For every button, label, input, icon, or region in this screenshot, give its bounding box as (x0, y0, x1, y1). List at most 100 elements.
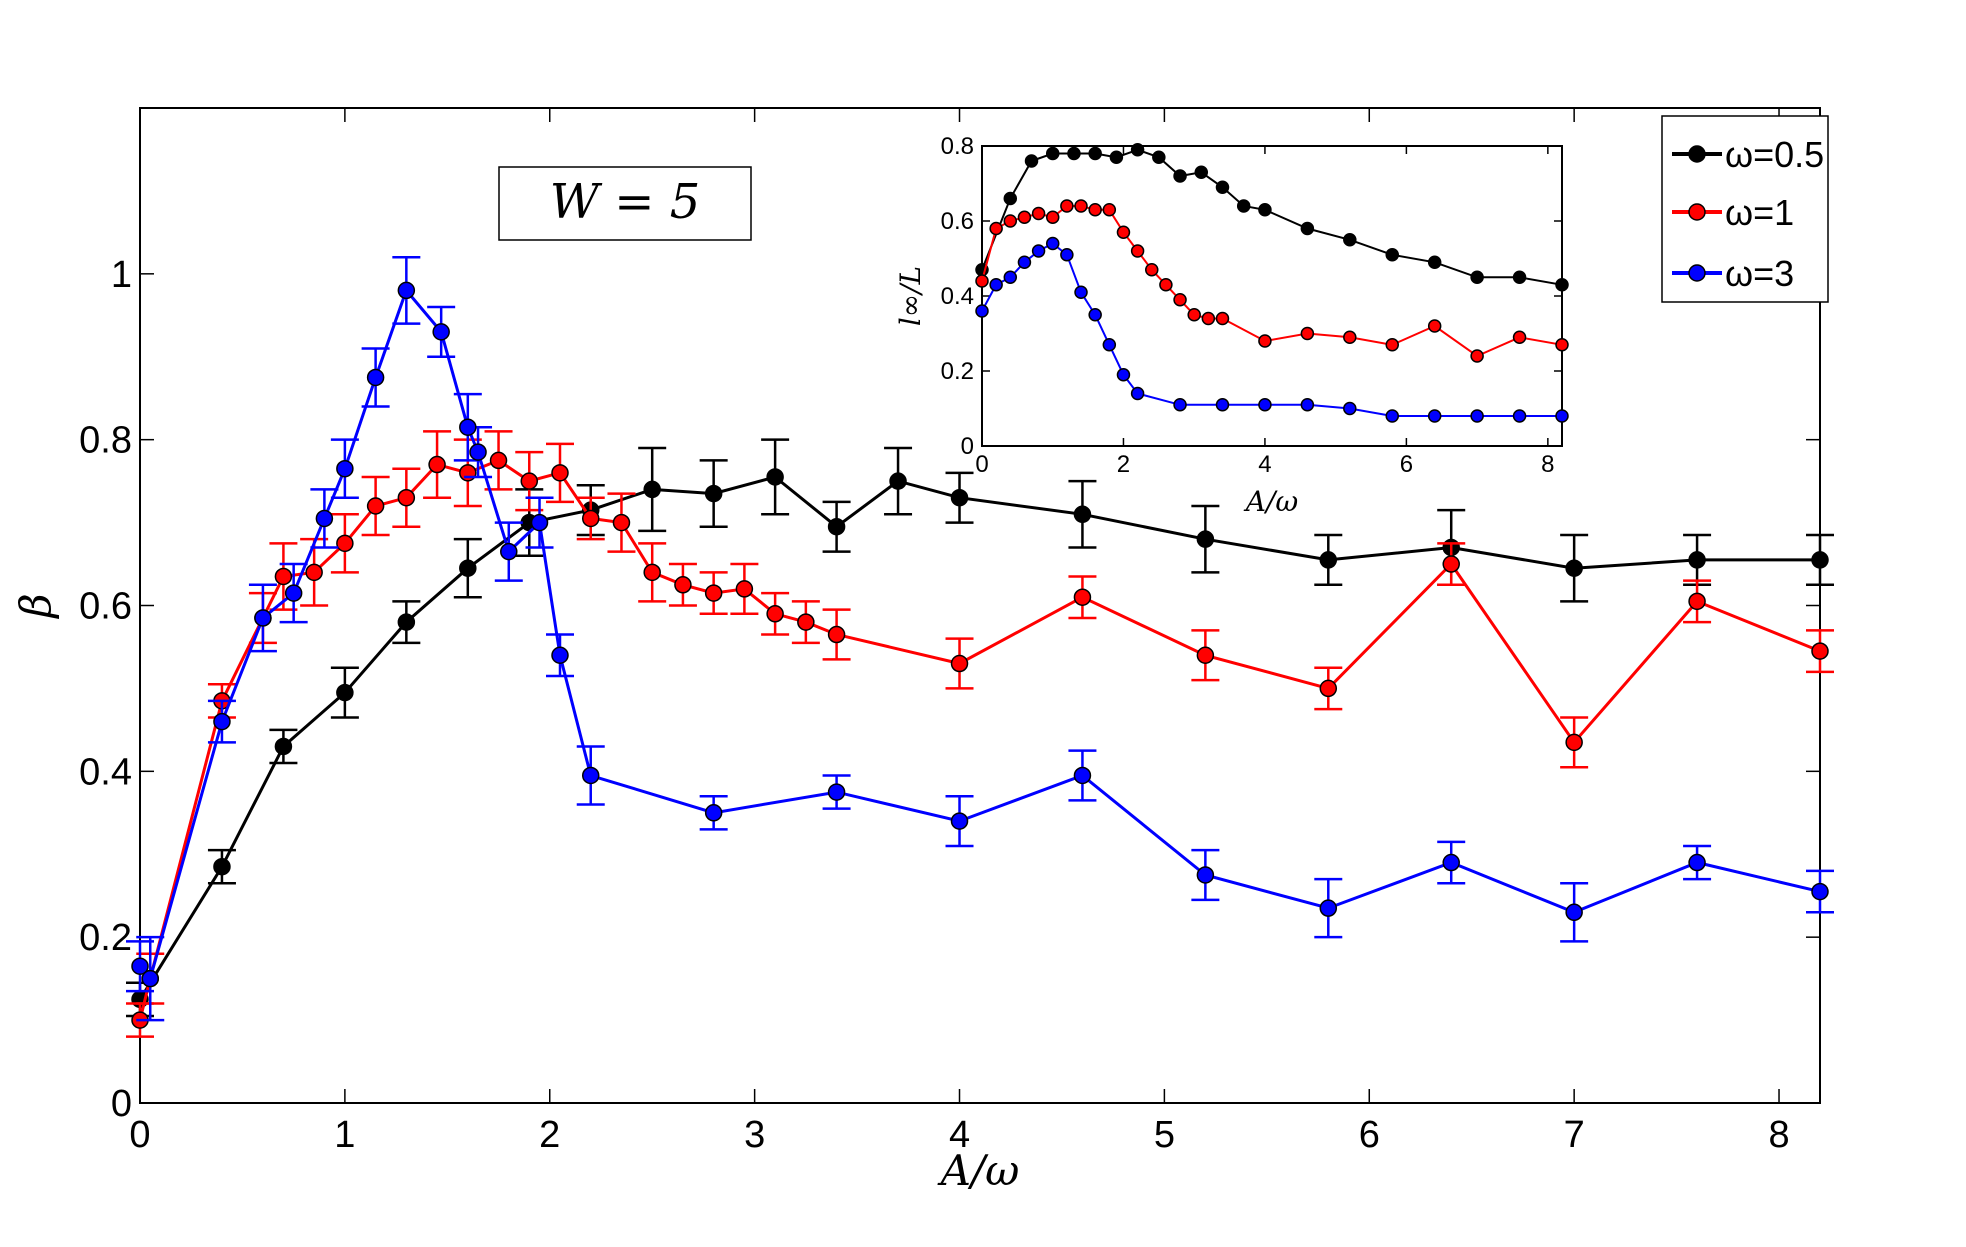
annotation-text: W = 5 (550, 174, 701, 230)
main-data-point (551, 646, 569, 664)
main-data-point (643, 480, 661, 499)
inset-data-point (1512, 409, 1527, 423)
main-x-tick-label: 0 (129, 1114, 150, 1156)
legend-marker-black (1688, 145, 1706, 163)
inset-data-point (1060, 199, 1074, 213)
legend-item-omega-0.5: ω=0.5 (1672, 134, 1824, 175)
main-x-axis-label: A/ω (937, 1146, 1020, 1195)
inset-data-point (1215, 398, 1230, 412)
legend-label-omega-3: ω=3 (1725, 253, 1794, 294)
inset-data-point (1173, 293, 1187, 307)
main-data-point (131, 957, 149, 975)
main-data-point (1319, 679, 1338, 698)
main-data-point (950, 812, 969, 830)
legend-label-omega-1: ω=1 (1725, 192, 1794, 233)
inset-data-point (1427, 319, 1442, 333)
inset-data-point (989, 221, 1003, 236)
main-data-point (336, 459, 354, 478)
inset-y-tick-label: 0.4 (941, 283, 974, 310)
main-series-line (138, 287, 1821, 982)
main-data-point (315, 509, 334, 528)
main-data-point (1073, 505, 1092, 524)
inset-data-point (1512, 270, 1527, 284)
main-data-point (459, 418, 477, 436)
inset-data-point (1201, 311, 1216, 326)
inset-data-point (1024, 154, 1039, 168)
legend-label-omega-0.5: ω=0.5 (1725, 134, 1824, 175)
main-data-point (1688, 592, 1706, 611)
main-data-point (500, 542, 518, 561)
inset-data-point (1470, 349, 1484, 363)
inset-data-point (1385, 248, 1399, 262)
inset-x-axis-label: A/ω (1243, 485, 1299, 518)
inset-data-point (1060, 248, 1074, 262)
main-data-point (704, 804, 723, 822)
inset-data-point (1074, 199, 1088, 213)
main-data-point (1319, 551, 1338, 569)
main-data-point (797, 613, 815, 631)
inset-data-point (1145, 263, 1159, 277)
main-data-point (1442, 853, 1460, 872)
inset-data-point (1031, 244, 1046, 258)
main-data-point (1811, 642, 1829, 660)
main-data-point (889, 472, 907, 490)
main-data-point (336, 683, 354, 702)
legend-item-omega-1: ω=1 (1672, 192, 1794, 233)
inset-x-tick-label: 8 (1541, 451, 1554, 478)
inset-data-point (1017, 255, 1032, 269)
annotation-box: W = 5 (498, 166, 752, 241)
inset-data-point (1003, 191, 1018, 206)
main-data-point (1073, 766, 1092, 785)
main-y-tick-label: 0 (111, 1083, 132, 1125)
inset-data-point (1470, 270, 1484, 284)
main-data-point (674, 576, 692, 594)
main-data-point (551, 464, 569, 482)
main-data-point (1196, 530, 1215, 548)
main-data-point (520, 472, 539, 490)
inset-data-point (1088, 146, 1102, 161)
inset-data-point (1512, 330, 1527, 344)
main-axes-frame (139, 107, 1821, 1104)
main-data-point (643, 563, 661, 582)
inset-data-point (1130, 244, 1145, 258)
main-data-point (766, 605, 784, 623)
main-series-0 (126, 438, 1834, 1018)
main-data-point (704, 484, 723, 503)
main-data-point (397, 488, 416, 507)
main-data-point (1196, 646, 1215, 664)
inset-data-point (1236, 199, 1251, 213)
legend-marker-red (1688, 203, 1706, 221)
main-data-point (274, 737, 293, 756)
main-data-point (766, 468, 784, 486)
main-data-point (581, 509, 600, 528)
main-data-point (284, 584, 303, 602)
inset-data-point (1555, 338, 1569, 352)
main-data-point (336, 534, 354, 553)
main-data-point (459, 464, 477, 482)
inset-series-0 (975, 143, 1569, 292)
main-x-tick-label: 6 (1359, 1114, 1380, 1156)
inset-y-axis-label: l∞/L (894, 266, 927, 326)
inset-data-point (1187, 308, 1201, 322)
main-data-point (397, 281, 416, 300)
main-y-axis-label: β (11, 593, 60, 619)
main-data-point (1688, 551, 1706, 569)
legend: ω=0.5 ω=1 ω=3 (1661, 115, 1829, 303)
inset-x-tick-label: 4 (1258, 451, 1271, 478)
main-x-tick-label: 4 (949, 1114, 970, 1156)
inset-data-point (1194, 165, 1209, 179)
inset-data-point (1152, 150, 1166, 164)
inset-data-point (1102, 203, 1117, 217)
main-data-point (213, 857, 231, 876)
inset-data-point (1427, 255, 1442, 269)
inset-data-point (1130, 386, 1145, 401)
main-data-point (1688, 853, 1706, 872)
main-x-tick-label: 2 (539, 1114, 560, 1156)
main-data-point (827, 783, 846, 801)
inset-x-tick-label: 2 (1117, 451, 1130, 478)
main-data-point (704, 584, 723, 602)
inset-data-point (1159, 278, 1173, 292)
inset-series-2 (975, 236, 1569, 423)
inset-data-point (1258, 334, 1272, 348)
main-data-point (489, 451, 508, 470)
